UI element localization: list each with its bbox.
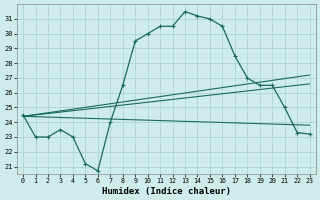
X-axis label: Humidex (Indice chaleur): Humidex (Indice chaleur) xyxy=(102,187,231,196)
